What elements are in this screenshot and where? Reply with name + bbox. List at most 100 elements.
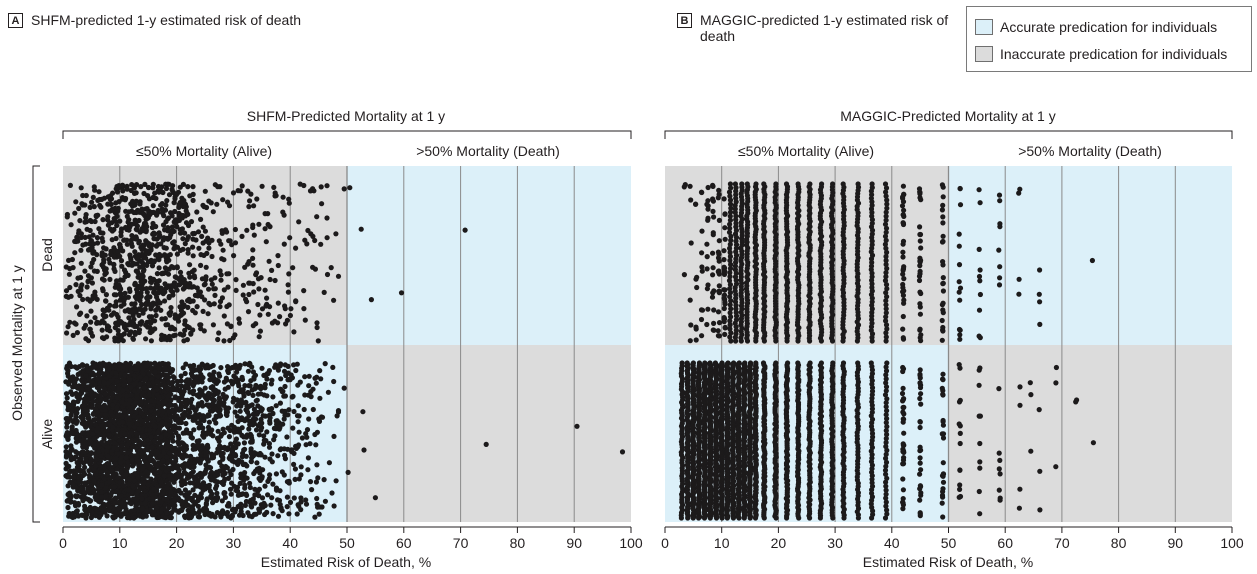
data-point — [163, 431, 169, 437]
data-point — [96, 226, 102, 232]
data-point — [116, 494, 123, 500]
data-point — [681, 272, 688, 278]
data-point — [335, 408, 342, 414]
panel-a-x-tick-label: 70 — [453, 535, 469, 551]
data-point — [210, 452, 217, 458]
data-point — [204, 413, 210, 419]
data-point — [229, 513, 235, 519]
data-point — [196, 245, 202, 251]
panel-a-x-axis-label: Estimated Risk of Death, % — [261, 554, 431, 570]
data-point — [169, 264, 175, 270]
data-point — [163, 515, 169, 521]
data-point — [158, 188, 164, 194]
data-point — [210, 322, 216, 328]
panel-a-quadrant-dead-accurate — [347, 166, 631, 345]
data-point — [243, 296, 249, 302]
data-point — [127, 252, 133, 258]
data-point — [162, 365, 168, 371]
data-point — [230, 190, 237, 196]
data-point — [87, 204, 93, 210]
data-point — [169, 213, 175, 219]
data-point — [253, 427, 260, 433]
data-point — [251, 232, 257, 238]
data-point — [139, 259, 145, 265]
data-point — [291, 461, 297, 467]
data-point — [171, 280, 177, 286]
data-point — [286, 511, 292, 517]
data-point — [115, 248, 121, 254]
data-point — [240, 292, 246, 298]
data-point — [259, 306, 266, 312]
data-point — [256, 334, 262, 340]
data-point — [82, 464, 88, 470]
data-point — [316, 511, 322, 517]
data-point — [128, 384, 134, 390]
data-point — [114, 311, 120, 318]
data-point — [722, 299, 728, 305]
data-point — [111, 216, 117, 222]
data-point — [139, 506, 146, 512]
data-point — [92, 218, 98, 225]
data-point — [174, 264, 180, 270]
data-point — [282, 362, 288, 368]
data-point — [119, 419, 125, 425]
data-point — [109, 489, 115, 495]
data-point — [286, 200, 292, 206]
data-point — [246, 204, 252, 210]
data-point — [190, 417, 196, 423]
data-point — [198, 262, 204, 268]
data-point — [262, 454, 268, 460]
data-point — [156, 265, 162, 271]
data-point — [64, 416, 70, 422]
data-point — [312, 375, 318, 381]
data-point — [99, 482, 105, 488]
data-point — [180, 286, 186, 292]
data-point — [242, 485, 248, 491]
data-point — [324, 215, 330, 221]
data-point — [68, 443, 74, 449]
data-point — [173, 417, 179, 423]
data-point — [175, 382, 181, 388]
data-point — [306, 373, 312, 379]
panel-a-x-tick-label: 60 — [396, 535, 412, 551]
data-point — [82, 480, 88, 486]
data-point — [128, 501, 134, 507]
data-point — [155, 207, 161, 214]
panel-a-x-tick-label: 30 — [226, 535, 242, 551]
data-point — [295, 403, 301, 409]
data-point — [99, 318, 105, 324]
data-point — [204, 402, 210, 408]
data-point — [209, 281, 215, 287]
data-point — [361, 447, 367, 453]
data-point — [267, 304, 273, 310]
data-point — [270, 394, 276, 400]
data-point — [282, 383, 288, 390]
data-point — [303, 497, 309, 503]
data-point — [83, 373, 89, 379]
data-point — [78, 260, 84, 266]
data-point — [331, 378, 337, 385]
data-point — [82, 268, 88, 274]
data-point — [93, 463, 99, 469]
panel-a-quadrant-alive-inaccurate — [347, 345, 631, 522]
data-point — [215, 428, 221, 434]
data-point — [112, 268, 118, 274]
data-point — [179, 394, 185, 400]
data-point — [90, 232, 96, 238]
data-point — [82, 234, 88, 240]
data-point — [156, 408, 162, 415]
data-point — [257, 312, 263, 318]
data-point — [237, 408, 243, 414]
data-point — [231, 253, 237, 259]
data-point — [304, 434, 310, 440]
data-point — [184, 397, 190, 403]
data-point — [227, 365, 233, 371]
data-point — [101, 380, 108, 386]
data-point — [84, 313, 90, 319]
data-point — [250, 392, 256, 398]
data-point — [144, 262, 150, 268]
data-point — [71, 474, 77, 480]
data-point — [220, 197, 226, 203]
data-point — [201, 282, 207, 288]
data-point — [202, 228, 208, 234]
